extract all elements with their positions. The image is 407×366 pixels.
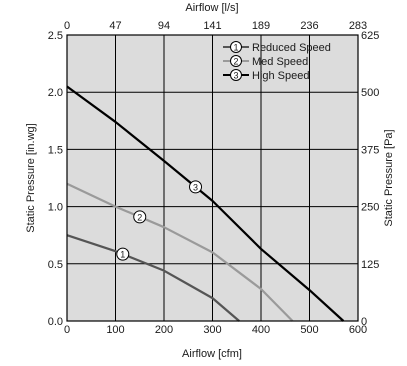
x-axis-label-top: Airflow [l/s] [185,2,238,14]
x-tick-label-top: 283 [349,20,367,32]
x-tick-label-bottom: 300 [203,324,221,336]
y-tick-label-right: 625 [361,30,379,42]
x-tick-label-top: 189 [252,20,270,32]
y-tick-label-right: 250 [361,202,379,214]
legend-marker-circle [230,55,242,67]
x-tick-label-bottom: 200 [155,324,173,336]
x-tick-label-bottom: 600 [349,324,367,336]
series-line [66,85,345,322]
series-marker-number: 1 [120,250,125,260]
legend-marker-number: 1 [233,42,238,52]
legend-marker-circle [230,69,242,81]
legend-label: Reduced Speed [252,42,331,54]
y-tick-label-right: 375 [361,144,379,156]
series-lines [66,85,345,322]
y-tick-label-left: 2.5 [48,30,63,42]
y-tick-label-right: 500 [361,87,379,99]
x-tick-label-bottom: 0 [64,324,70,336]
x-tick-label-bottom: 400 [252,324,270,336]
legend-marker-number: 2 [233,56,238,66]
y-tick-label-left: 1.5 [48,144,63,156]
x-tick-label-top: 94 [158,20,170,32]
x-axis-label-bottom: Airflow [cfm] [182,348,242,360]
x-tick-label-top: 0 [64,20,70,32]
series-marker-number: 2 [137,212,142,222]
plot-border [66,34,359,322]
y-tick-label-right: 125 [361,259,379,271]
y-tick-label-left: 2.0 [48,87,63,99]
legend: 1 Reduced Speed 2 Med Speed 3 High Speed [223,41,331,82]
legend-label: Med Speed [252,56,308,68]
series-marker-circle [133,210,147,224]
x-tick-label-bottom: 100 [106,324,124,336]
y-tick-label-right: 0 [361,316,367,328]
legend-marker-circle [230,41,242,53]
series-line [66,182,294,322]
y-tick-label-left: 1.0 [48,202,63,214]
y-axis-label-left: Static Pressure [in.wg] [25,123,37,232]
y-axis-label-right: Static Pressure [Pa] [383,129,395,226]
x-tick-label-top: 141 [203,20,221,32]
legend-label: High Speed [252,70,310,82]
y-tick-label-left: 0.5 [48,259,63,271]
legend-marker-number: 3 [233,70,238,80]
series-marker-number: 3 [193,182,198,192]
y-tick-label-left: 0.0 [48,316,63,328]
series-markers: 1 2 3 [116,180,203,261]
x-tick-label-top: 236 [300,20,318,32]
grid-lines [67,35,358,321]
x-tick-label-top: 47 [109,20,121,32]
series-marker-circle [116,247,130,261]
series-line [66,234,240,322]
series-marker-circle [189,180,203,194]
x-tick-label-bottom: 500 [300,324,318,336]
